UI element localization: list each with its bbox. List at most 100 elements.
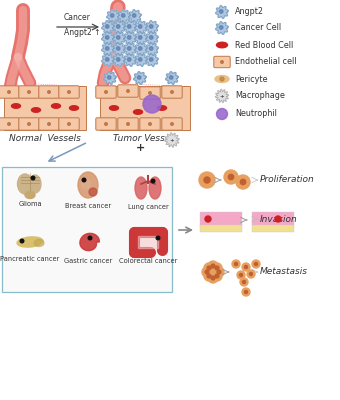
Text: Metastasis: Metastasis <box>260 268 308 276</box>
Circle shape <box>138 58 142 61</box>
Ellipse shape <box>134 110 142 114</box>
FancyBboxPatch shape <box>39 86 59 98</box>
Circle shape <box>240 179 246 185</box>
Circle shape <box>127 123 129 125</box>
Polygon shape <box>124 43 136 55</box>
Circle shape <box>31 176 35 180</box>
Ellipse shape <box>29 175 41 193</box>
Circle shape <box>105 123 107 125</box>
Polygon shape <box>135 32 147 44</box>
Circle shape <box>217 108 227 120</box>
Circle shape <box>214 267 224 277</box>
Circle shape <box>228 174 234 180</box>
Circle shape <box>275 216 281 222</box>
Text: Gastric cancer: Gastric cancer <box>64 258 112 264</box>
Circle shape <box>105 25 109 28</box>
Circle shape <box>204 177 210 183</box>
Polygon shape <box>113 43 125 55</box>
FancyBboxPatch shape <box>162 86 182 98</box>
Circle shape <box>212 263 222 273</box>
Polygon shape <box>215 89 229 103</box>
Ellipse shape <box>135 177 147 199</box>
Text: Neutrophil: Neutrophil <box>235 110 277 118</box>
Text: +: + <box>136 143 145 153</box>
Ellipse shape <box>34 240 44 246</box>
Circle shape <box>217 270 221 274</box>
Circle shape <box>242 288 250 296</box>
FancyBboxPatch shape <box>59 86 79 98</box>
Polygon shape <box>102 54 114 66</box>
Circle shape <box>211 264 215 268</box>
Text: Macrophage: Macrophage <box>235 92 285 100</box>
Circle shape <box>110 14 114 17</box>
Ellipse shape <box>17 174 33 194</box>
Circle shape <box>171 123 173 125</box>
Circle shape <box>105 47 109 50</box>
Polygon shape <box>146 43 158 55</box>
Text: Cancer: Cancer <box>64 13 91 22</box>
Circle shape <box>149 47 153 50</box>
Polygon shape <box>165 133 179 147</box>
Circle shape <box>212 271 222 281</box>
Polygon shape <box>135 21 147 33</box>
Circle shape <box>156 236 160 240</box>
Ellipse shape <box>51 104 61 108</box>
FancyBboxPatch shape <box>96 118 116 130</box>
Polygon shape <box>102 43 114 55</box>
Polygon shape <box>102 21 114 33</box>
Text: Angpt2: Angpt2 <box>235 8 264 16</box>
Circle shape <box>242 280 245 284</box>
Circle shape <box>205 270 209 274</box>
Polygon shape <box>118 10 130 22</box>
Circle shape <box>149 58 153 61</box>
Text: Lung cancer: Lung cancer <box>128 204 168 210</box>
Circle shape <box>68 123 70 125</box>
Ellipse shape <box>215 76 229 82</box>
Text: Pancreatic cancer: Pancreatic cancer <box>0 256 60 262</box>
FancyBboxPatch shape <box>214 56 230 68</box>
Circle shape <box>236 175 250 189</box>
FancyBboxPatch shape <box>2 167 172 292</box>
FancyBboxPatch shape <box>140 87 160 99</box>
Text: Endothelial cell: Endothelial cell <box>235 58 296 66</box>
Ellipse shape <box>78 172 98 198</box>
Circle shape <box>247 270 255 278</box>
Ellipse shape <box>109 106 119 110</box>
Ellipse shape <box>217 42 227 48</box>
FancyBboxPatch shape <box>19 86 39 98</box>
Polygon shape <box>135 43 147 55</box>
Circle shape <box>138 25 142 28</box>
Circle shape <box>250 272 253 276</box>
Circle shape <box>20 239 24 243</box>
Circle shape <box>116 58 120 61</box>
Text: Glioma: Glioma <box>18 201 42 207</box>
Text: Colorectal cancer: Colorectal cancer <box>119 258 177 264</box>
Polygon shape <box>134 72 147 84</box>
Circle shape <box>171 91 173 93</box>
Circle shape <box>149 92 151 94</box>
Circle shape <box>105 36 109 39</box>
Circle shape <box>28 123 30 125</box>
Circle shape <box>244 290 248 294</box>
Ellipse shape <box>17 237 43 247</box>
Circle shape <box>48 91 50 93</box>
Polygon shape <box>113 32 125 44</box>
Circle shape <box>211 276 215 280</box>
Circle shape <box>8 91 10 93</box>
Circle shape <box>143 95 161 113</box>
Circle shape <box>207 274 211 278</box>
Circle shape <box>138 36 142 39</box>
Circle shape <box>221 61 223 63</box>
Text: Tumor Vessels: Tumor Vessels <box>113 134 177 143</box>
Circle shape <box>116 25 120 28</box>
Ellipse shape <box>32 108 40 112</box>
Circle shape <box>232 260 240 268</box>
Circle shape <box>121 14 125 17</box>
Polygon shape <box>80 233 99 251</box>
FancyBboxPatch shape <box>96 86 116 98</box>
Circle shape <box>149 25 153 28</box>
Circle shape <box>208 261 218 271</box>
Circle shape <box>82 178 86 182</box>
Polygon shape <box>216 22 228 34</box>
FancyBboxPatch shape <box>39 118 59 130</box>
